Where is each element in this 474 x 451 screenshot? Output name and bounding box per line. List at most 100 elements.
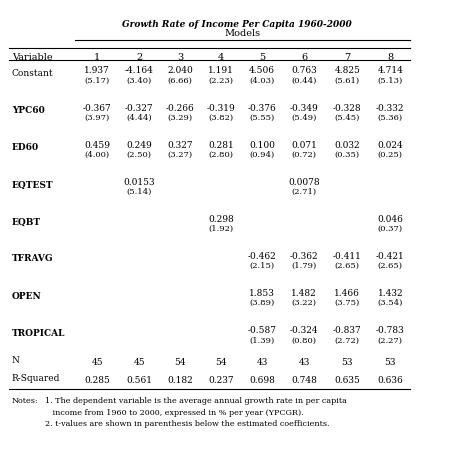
Text: 0.635: 0.635 bbox=[335, 375, 360, 384]
Text: 0.298: 0.298 bbox=[208, 214, 234, 223]
Text: -0.783: -0.783 bbox=[376, 325, 405, 334]
Text: (0.72): (0.72) bbox=[292, 151, 317, 159]
Text: (2.65): (2.65) bbox=[335, 262, 360, 270]
Text: 0.237: 0.237 bbox=[208, 375, 234, 384]
Text: 0.032: 0.032 bbox=[335, 140, 360, 149]
Text: (5.49): (5.49) bbox=[292, 114, 317, 122]
Text: (2.27): (2.27) bbox=[378, 336, 403, 344]
Text: (5.14): (5.14) bbox=[127, 188, 152, 196]
Text: 0.182: 0.182 bbox=[167, 375, 193, 384]
Text: (0.25): (0.25) bbox=[378, 151, 403, 159]
Text: Notes:: Notes: bbox=[12, 396, 38, 404]
Text: (2.80): (2.80) bbox=[209, 151, 234, 159]
Text: (2.72): (2.72) bbox=[335, 336, 360, 344]
Text: 43: 43 bbox=[256, 357, 268, 366]
Text: 43: 43 bbox=[299, 357, 310, 366]
Text: -0.319: -0.319 bbox=[207, 103, 236, 112]
Text: Constant: Constant bbox=[12, 69, 54, 78]
Text: TFRAVG: TFRAVG bbox=[12, 254, 54, 263]
Text: -0.837: -0.837 bbox=[333, 325, 362, 334]
Text: (3.40): (3.40) bbox=[127, 77, 152, 85]
Text: ED60: ED60 bbox=[12, 143, 39, 152]
Text: 0.024: 0.024 bbox=[377, 140, 403, 149]
Text: 1.191: 1.191 bbox=[208, 66, 234, 75]
Text: (6.66): (6.66) bbox=[168, 77, 192, 85]
Text: (4.00): (4.00) bbox=[84, 151, 109, 159]
Text: 0.698: 0.698 bbox=[249, 375, 275, 384]
Text: OPEN: OPEN bbox=[12, 291, 42, 300]
Text: -0.266: -0.266 bbox=[166, 103, 194, 112]
Text: (4.44): (4.44) bbox=[127, 114, 152, 122]
Text: 0.748: 0.748 bbox=[291, 375, 317, 384]
Text: -0.362: -0.362 bbox=[290, 251, 319, 260]
Text: (0.94): (0.94) bbox=[249, 151, 274, 159]
Text: -0.349: -0.349 bbox=[290, 103, 319, 112]
Text: (3.82): (3.82) bbox=[209, 114, 234, 122]
Text: (3.89): (3.89) bbox=[249, 299, 274, 307]
Text: 1.937: 1.937 bbox=[84, 66, 110, 75]
Text: (2.71): (2.71) bbox=[292, 188, 317, 196]
Text: 54: 54 bbox=[174, 357, 186, 366]
Text: 4.714: 4.714 bbox=[377, 66, 403, 75]
Text: 0.071: 0.071 bbox=[291, 140, 317, 149]
Text: 0.763: 0.763 bbox=[291, 66, 317, 75]
Text: 2: 2 bbox=[136, 53, 142, 62]
Text: 2.040: 2.040 bbox=[167, 66, 193, 75]
Text: -0.332: -0.332 bbox=[376, 103, 404, 112]
Text: Models: Models bbox=[225, 29, 261, 38]
Text: income from 1960 to 2000, expressed in % per year (YPCGR).: income from 1960 to 2000, expressed in %… bbox=[45, 408, 304, 416]
Text: (5.13): (5.13) bbox=[378, 77, 403, 85]
Text: (5.36): (5.36) bbox=[378, 114, 403, 122]
Text: (3.27): (3.27) bbox=[167, 151, 193, 159]
Text: (0.35): (0.35) bbox=[335, 151, 360, 159]
Text: 7: 7 bbox=[344, 53, 350, 62]
Text: 0.0153: 0.0153 bbox=[123, 177, 155, 186]
Text: 45: 45 bbox=[91, 357, 103, 366]
Text: (5.45): (5.45) bbox=[335, 114, 360, 122]
Text: (0.80): (0.80) bbox=[292, 336, 317, 344]
Text: (5.17): (5.17) bbox=[84, 77, 109, 85]
Text: (3.22): (3.22) bbox=[292, 299, 317, 307]
Text: -0.328: -0.328 bbox=[333, 103, 362, 112]
Text: (1.79): (1.79) bbox=[292, 262, 317, 270]
Text: -0.411: -0.411 bbox=[333, 251, 362, 260]
Text: (2.15): (2.15) bbox=[249, 262, 274, 270]
Text: (0.44): (0.44) bbox=[292, 77, 317, 85]
Text: 54: 54 bbox=[215, 357, 227, 366]
Text: EQTEST: EQTEST bbox=[12, 180, 54, 189]
Text: -0.327: -0.327 bbox=[125, 103, 154, 112]
Text: 0.046: 0.046 bbox=[377, 214, 403, 223]
Text: N: N bbox=[12, 355, 20, 364]
Text: -0.324: -0.324 bbox=[290, 325, 319, 334]
Text: 1: 1 bbox=[94, 53, 100, 62]
Text: 1.432: 1.432 bbox=[377, 288, 403, 297]
Text: 53: 53 bbox=[342, 357, 353, 366]
Text: (1.92): (1.92) bbox=[209, 225, 234, 233]
Text: 5: 5 bbox=[259, 53, 265, 62]
Text: TROPICAL: TROPICAL bbox=[12, 328, 65, 337]
Text: (1.39): (1.39) bbox=[249, 336, 274, 344]
Text: -0.462: -0.462 bbox=[247, 251, 276, 260]
Text: -0.367: -0.367 bbox=[82, 103, 111, 112]
Text: 4.506: 4.506 bbox=[249, 66, 275, 75]
Text: 45: 45 bbox=[133, 357, 145, 366]
Text: (2.65): (2.65) bbox=[378, 262, 403, 270]
Text: 8: 8 bbox=[387, 53, 393, 62]
Text: 1.466: 1.466 bbox=[335, 288, 360, 297]
Text: (0.37): (0.37) bbox=[378, 225, 403, 233]
Text: 0.249: 0.249 bbox=[126, 140, 152, 149]
Text: 0.327: 0.327 bbox=[167, 140, 193, 149]
Text: (4.03): (4.03) bbox=[249, 77, 274, 85]
Text: (3.54): (3.54) bbox=[378, 299, 403, 307]
Text: 0.0078: 0.0078 bbox=[288, 177, 320, 186]
Text: 1.853: 1.853 bbox=[249, 288, 275, 297]
Text: (5.61): (5.61) bbox=[335, 77, 360, 85]
Text: (2.50): (2.50) bbox=[127, 151, 152, 159]
Text: (3.29): (3.29) bbox=[167, 114, 193, 122]
Text: -0.421: -0.421 bbox=[376, 251, 405, 260]
Text: 4: 4 bbox=[218, 53, 224, 62]
Text: -0.376: -0.376 bbox=[247, 103, 276, 112]
Text: 2. t-values are shown in parenthesis below the estimated coefficients.: 2. t-values are shown in parenthesis bel… bbox=[45, 419, 329, 428]
Text: EQBT: EQBT bbox=[12, 217, 41, 226]
Text: (5.55): (5.55) bbox=[249, 114, 274, 122]
